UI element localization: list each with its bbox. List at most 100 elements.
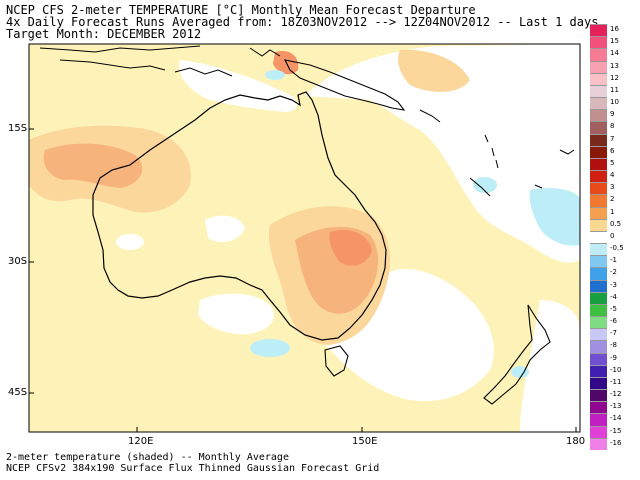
colorbar-label: -15: [610, 426, 622, 435]
colorbar-label: 15: [610, 37, 619, 46]
colorbar-label: -9: [610, 353, 617, 362]
colorbar-label: -14: [610, 414, 622, 423]
footer-line-1: 2-meter temperature (shaded) -- Monthly …: [6, 452, 289, 463]
colorbar-swatch: [590, 72, 607, 86]
colorbar-swatch: [590, 121, 607, 135]
colorbar-label: 4: [610, 171, 615, 180]
colorbar: 16 15 14 13 12 11 10 9 8 7 6 5 4 3 2 1 0.5 0 -0.5 -1 -2 -3 -4 -…: [590, 24, 624, 451]
colorbar-swatch: [590, 230, 607, 244]
colorbar-label: -1: [610, 256, 617, 265]
colorbar-label: 6: [610, 146, 615, 155]
colorbar-label: 13: [610, 61, 619, 70]
australia-coastline: [92, 91, 387, 341]
warm-anomaly-nw-core: [43, 143, 143, 188]
cool-anomaly-south-bight: [250, 339, 290, 357]
colorbar-swatch: [590, 376, 607, 390]
colorbar-label: -5: [610, 304, 617, 313]
colorbar-swatch: [590, 206, 607, 220]
molucca-islands: [249, 47, 281, 57]
timor-coastline: [174, 67, 233, 77]
cool-anomaly-nz: [511, 366, 529, 378]
colorbar-swatch: [590, 279, 607, 293]
footer-line-2: NCEP CFSv2 384x190 Surface Flux Thinned …: [6, 463, 380, 474]
fiji-islands: [534, 149, 575, 189]
colorbar-swatch: [590, 218, 607, 232]
colorbar-swatch: [590, 182, 607, 195]
warm-anomaly-png: [398, 49, 470, 92]
solomon-islands: [419, 109, 441, 123]
colorbar-label: -11: [610, 377, 622, 386]
cool-anomaly-east-pacific: [529, 188, 580, 246]
colorbar-label: 5: [610, 158, 615, 167]
title-line-3: Target Month: DECEMBER 2012: [6, 27, 202, 41]
colorbar-label: -7: [610, 329, 617, 338]
colorbar-swatch: [590, 157, 607, 171]
new-caledonia-coastline: [469, 177, 491, 197]
colorbar-swatch: [590, 24, 607, 37]
colorbar-label: -6: [610, 317, 617, 326]
neutral-region-wa: [116, 234, 144, 250]
colorbar-label: 16: [610, 25, 619, 33]
colorbar-label: -10: [610, 365, 622, 374]
colorbar-label: 14: [610, 49, 619, 58]
title-line-1: NCEP CFS 2-meter TEMPERATURE [°C] Monthl…: [6, 3, 476, 17]
new-guinea-coastline: [284, 59, 406, 111]
colorbar-label: -13: [610, 402, 622, 411]
colorbar-swatch: [590, 267, 607, 281]
colorbar-swatch: [590, 255, 607, 268]
neutral-region-tasman-pacific: [305, 44, 580, 263]
colorbar-label: -8: [610, 341, 617, 350]
lat-label-15s: 15S: [8, 123, 28, 134]
colorbar-swatch: [590, 364, 607, 378]
colorbar-label: 1: [610, 207, 615, 216]
colorbar-swatch: [590, 425, 607, 439]
colorbar-label: 0: [610, 231, 615, 240]
colorbar-swatch: [590, 60, 607, 74]
colorbar-swatch: [590, 145, 607, 159]
colorbar-swatch: [590, 437, 607, 451]
cool-anomaly-arafura: [265, 70, 285, 80]
colorbar-swatch: [590, 340, 607, 354]
colorbar-label: -3: [610, 280, 617, 289]
java-coastline: [39, 45, 201, 53]
colorbar-swatch: [590, 413, 607, 427]
colorbar-swatch: [590, 389, 607, 402]
colorbar-label: -0.5: [610, 244, 624, 253]
colorbar-swatch: [590, 328, 607, 341]
lat-label-45s: 45S: [8, 387, 28, 398]
colorbar-swatch: [590, 401, 607, 414]
colorbar-label: 8: [610, 122, 615, 131]
colorbar-label: -16: [610, 438, 622, 447]
vanuatu-islands: [484, 134, 499, 169]
colorbar-label: 9: [610, 110, 615, 119]
colorbar-swatch: [590, 97, 607, 110]
new-zealand-coastline: [483, 304, 551, 405]
colorbar-label: 10: [610, 98, 619, 107]
lon-label-150e: 150E: [352, 436, 378, 447]
colorbar-swatch: [590, 316, 607, 329]
colorbar-swatch: [590, 133, 607, 147]
warm-anomaly-east-peak: [329, 230, 372, 266]
colorbar-swatch: [590, 170, 607, 183]
colorbar-swatch: [590, 352, 607, 366]
colorbar-swatch: [590, 109, 607, 122]
warm-anomaly-new-guinea: [273, 50, 299, 75]
colorbar-label: 3: [610, 183, 615, 192]
neutral-region-bight: [198, 293, 274, 335]
neutral-region-interior: [205, 215, 245, 243]
title-line-2: 4x Daily Forecast Runs Averaged from: 18…: [6, 15, 599, 29]
neutral-region-south-pacific: [520, 300, 580, 432]
lesser-sunda-islands: [59, 59, 166, 71]
colorbar-label: 7: [610, 134, 615, 143]
colorbar-label: 0.5: [610, 219, 622, 228]
colorbar-label: 11: [610, 85, 619, 94]
lon-label-180: 180: [566, 436, 586, 447]
lat-label-30s: 30S: [8, 256, 28, 267]
colorbar-swatch: [590, 291, 607, 305]
colorbar-label: -2: [610, 268, 617, 277]
colorbar-label: 12: [610, 73, 619, 82]
colorbar-swatch: [590, 36, 607, 49]
colorbar-swatch: [590, 243, 607, 256]
colorbar-swatch: [590, 48, 607, 61]
